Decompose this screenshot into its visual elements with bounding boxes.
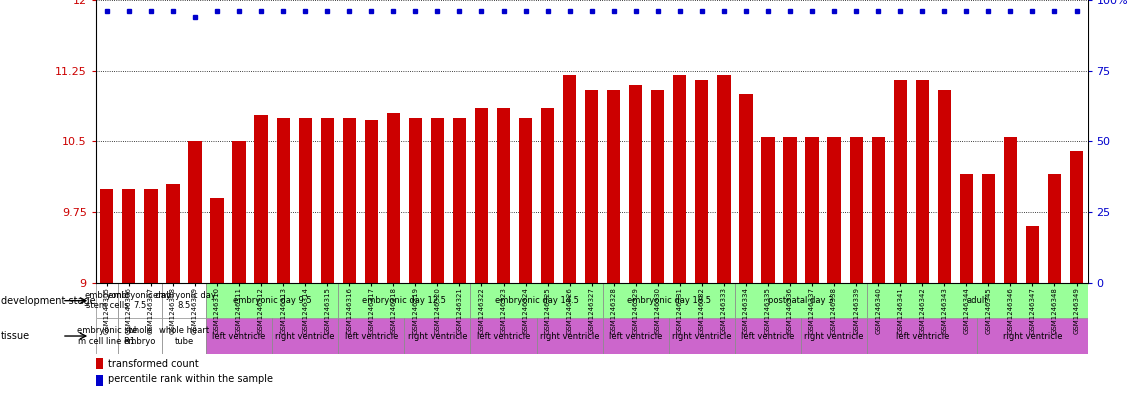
Text: left ventricle: left ventricle [742, 332, 795, 340]
Bar [320, 118, 334, 283]
Bar [783, 137, 797, 283]
Bar [470, 318, 536, 354]
Bar [497, 108, 511, 283]
Bar [338, 283, 470, 318]
Bar [806, 137, 818, 283]
Bar [162, 283, 206, 318]
Bar [894, 80, 907, 283]
Bar [188, 141, 202, 283]
Text: right ventricle: right ventricle [805, 332, 864, 340]
Bar [850, 137, 863, 283]
Bar [717, 75, 730, 283]
Bar [470, 283, 603, 318]
Text: right ventricle: right ventricle [672, 332, 731, 340]
Text: right ventricle: right ventricle [540, 332, 600, 340]
Bar [960, 174, 973, 283]
Text: embryonic day 18.5: embryonic day 18.5 [627, 296, 711, 305]
Text: embryonic day 14.5: embryonic day 14.5 [495, 296, 578, 305]
Bar [167, 184, 179, 283]
Bar [762, 137, 774, 283]
Bar [603, 318, 668, 354]
Text: embryonic day
7.5: embryonic day 7.5 [108, 291, 171, 310]
Bar [977, 318, 1088, 354]
Text: embryonic ste
m cell line R1: embryonic ste m cell line R1 [77, 326, 137, 346]
Bar [607, 90, 620, 283]
Bar [827, 137, 841, 283]
Bar [564, 75, 576, 283]
Text: tissue: tissue [1, 331, 30, 341]
Bar [735, 283, 867, 318]
Bar [1026, 226, 1039, 283]
Text: embryonic
stem cells: embryonic stem cells [85, 291, 130, 310]
Text: right ventricle: right ventricle [1003, 332, 1063, 340]
Bar [118, 318, 162, 354]
Bar [431, 118, 444, 283]
Bar [118, 283, 162, 318]
Bar [585, 90, 598, 283]
Text: adult: adult [967, 296, 988, 305]
Bar [255, 115, 268, 283]
Bar [96, 283, 118, 318]
Bar [518, 118, 532, 283]
Bar [409, 118, 421, 283]
Bar [651, 90, 665, 283]
Text: left ventricle: left ventricle [212, 332, 266, 340]
Bar [100, 189, 114, 283]
Text: whole heart
tube: whole heart tube [159, 326, 208, 346]
Bar [206, 283, 338, 318]
Text: embryonic day
8.5: embryonic day 8.5 [152, 291, 215, 310]
Bar [629, 85, 642, 283]
Bar [453, 118, 467, 283]
Bar [365, 120, 378, 283]
Text: left ventricle: left ventricle [896, 332, 949, 340]
Text: embryonic day 12.5: embryonic day 12.5 [363, 296, 446, 305]
Bar [541, 108, 554, 283]
Bar [982, 174, 995, 283]
Bar [474, 108, 488, 283]
Bar [343, 118, 356, 283]
Text: percentile rank within the sample: percentile rank within the sample [108, 374, 273, 384]
Bar [938, 90, 951, 283]
Bar [871, 137, 885, 283]
Bar [232, 141, 246, 283]
Bar [801, 318, 867, 354]
Bar [867, 283, 1088, 318]
Bar [735, 318, 801, 354]
Bar [387, 113, 400, 283]
Bar [695, 80, 709, 283]
Bar [162, 318, 206, 354]
Bar [1004, 137, 1017, 283]
Bar [1048, 174, 1062, 283]
Text: transformed count: transformed count [108, 358, 199, 369]
Text: left ventricle: left ventricle [609, 332, 663, 340]
Bar [206, 318, 272, 354]
Bar [96, 318, 118, 354]
Text: whole
embryo: whole embryo [124, 326, 156, 346]
Bar [668, 318, 735, 354]
Bar [211, 198, 223, 283]
Text: left ventricle: left ventricle [477, 332, 530, 340]
Text: embryonic day 9.5: embryonic day 9.5 [233, 296, 311, 305]
Bar [405, 318, 470, 354]
Bar [144, 189, 158, 283]
Bar [603, 283, 735, 318]
Bar [299, 118, 312, 283]
Bar [1070, 151, 1083, 283]
Text: left ventricle: left ventricle [345, 332, 398, 340]
Bar [867, 318, 977, 354]
Bar [915, 80, 929, 283]
Bar [272, 318, 338, 354]
Text: right ventricle: right ventricle [408, 332, 468, 340]
Bar [338, 318, 405, 354]
Bar [739, 94, 753, 283]
Bar [276, 118, 290, 283]
Text: postnatal day 3: postnatal day 3 [769, 296, 834, 305]
Bar [122, 189, 135, 283]
Text: right ventricle: right ventricle [275, 332, 335, 340]
Bar [536, 318, 603, 354]
Bar [673, 75, 686, 283]
Text: development stage: development stage [1, 296, 96, 306]
